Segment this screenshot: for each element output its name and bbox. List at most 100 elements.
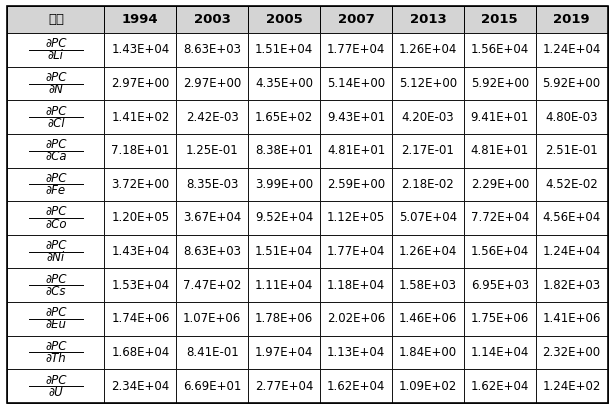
Bar <box>177 100 248 134</box>
Bar <box>392 6 464 33</box>
Text: 1.84E+00: 1.84E+00 <box>399 346 457 359</box>
Text: 2.34E+04: 2.34E+04 <box>111 380 170 393</box>
Bar <box>536 235 608 268</box>
Bar <box>248 67 320 100</box>
Bar <box>105 235 177 268</box>
Text: 9.52E+04: 9.52E+04 <box>255 211 313 225</box>
Text: 1.13E+04: 1.13E+04 <box>327 346 385 359</box>
Text: 1.12E+05: 1.12E+05 <box>327 211 385 225</box>
Bar <box>392 268 464 302</box>
Text: 2.59E+00: 2.59E+00 <box>327 178 385 191</box>
Bar <box>320 100 392 134</box>
Bar <box>464 33 536 67</box>
Text: 6.95E+03: 6.95E+03 <box>470 279 529 292</box>
Bar <box>320 336 392 369</box>
Bar <box>536 268 608 302</box>
Bar <box>7 268 105 302</box>
Bar <box>392 235 464 268</box>
Bar <box>320 268 392 302</box>
Bar <box>464 336 536 369</box>
Bar <box>7 235 105 268</box>
Text: 8.38E+01: 8.38E+01 <box>255 144 313 157</box>
Bar <box>248 302 320 336</box>
Bar <box>248 168 320 201</box>
Text: 2.17E-01: 2.17E-01 <box>402 144 454 157</box>
Bar <box>7 33 105 67</box>
Text: ∂PC: ∂PC <box>45 37 66 50</box>
Bar <box>248 100 320 134</box>
Bar <box>392 33 464 67</box>
Bar <box>392 168 464 201</box>
Bar <box>105 134 177 168</box>
Text: 1.58E+03: 1.58E+03 <box>399 279 457 292</box>
Text: ∂PC: ∂PC <box>45 71 66 84</box>
Text: 1.46E+06: 1.46E+06 <box>399 312 457 325</box>
Text: 2.97E+00: 2.97E+00 <box>183 77 241 90</box>
Text: 1.78E+06: 1.78E+06 <box>255 312 313 325</box>
Text: 1.24E+02: 1.24E+02 <box>542 380 601 393</box>
Bar <box>7 369 105 403</box>
Bar <box>320 33 392 67</box>
Text: 4.35E+00: 4.35E+00 <box>255 77 313 90</box>
Bar <box>536 134 608 168</box>
Bar <box>320 369 392 403</box>
Text: ∂Ni: ∂Ni <box>47 251 65 264</box>
Text: 2.42E-03: 2.42E-03 <box>186 111 239 124</box>
Bar <box>536 100 608 134</box>
Text: 3.67E+04: 3.67E+04 <box>183 211 241 225</box>
Text: 2019: 2019 <box>554 13 590 26</box>
Bar <box>392 302 464 336</box>
Bar <box>7 336 105 369</box>
Bar <box>392 67 464 100</box>
Text: 1.65E+02: 1.65E+02 <box>255 111 313 124</box>
Bar <box>464 6 536 33</box>
Text: 4.81E+01: 4.81E+01 <box>327 144 385 157</box>
Text: 1.24E+04: 1.24E+04 <box>542 245 601 258</box>
Bar <box>177 33 248 67</box>
Text: 2015: 2015 <box>482 13 518 26</box>
Text: 1.77E+04: 1.77E+04 <box>327 245 385 258</box>
Bar <box>105 201 177 235</box>
Bar <box>7 67 105 100</box>
Bar <box>536 336 608 369</box>
Text: 2.51E-01: 2.51E-01 <box>546 144 598 157</box>
Bar <box>177 201 248 235</box>
Text: 1.97E+04: 1.97E+04 <box>255 346 313 359</box>
Bar <box>464 268 536 302</box>
Text: 4.56E+04: 4.56E+04 <box>542 211 601 225</box>
Bar <box>464 134 536 168</box>
Text: ∂U: ∂U <box>49 386 63 399</box>
Text: 5.07E+04: 5.07E+04 <box>399 211 457 225</box>
Text: 1.56E+04: 1.56E+04 <box>470 43 529 56</box>
Text: 구분: 구분 <box>48 13 64 26</box>
Text: 1.43E+04: 1.43E+04 <box>111 245 170 258</box>
Bar <box>536 369 608 403</box>
Text: 1.51E+04: 1.51E+04 <box>255 43 313 56</box>
Text: 7.47E+02: 7.47E+02 <box>183 279 242 292</box>
Text: 2.18E-02: 2.18E-02 <box>402 178 454 191</box>
Text: 1.07E+06: 1.07E+06 <box>183 312 241 325</box>
Bar <box>7 201 105 235</box>
Text: ∂Fe: ∂Fe <box>46 184 66 197</box>
Text: 5.12E+00: 5.12E+00 <box>399 77 457 90</box>
Bar <box>320 302 392 336</box>
Text: ∂PC: ∂PC <box>45 239 66 252</box>
Text: ∂Cl: ∂Cl <box>47 117 65 130</box>
Bar <box>464 369 536 403</box>
Bar <box>105 168 177 201</box>
Bar <box>177 235 248 268</box>
Bar <box>320 134 392 168</box>
Bar <box>177 67 248 100</box>
Bar <box>7 168 105 201</box>
Text: 8.35E-03: 8.35E-03 <box>186 178 239 191</box>
Bar <box>464 302 536 336</box>
Text: 1.62E+04: 1.62E+04 <box>327 380 385 393</box>
Bar <box>392 201 464 235</box>
Text: ∂Cs: ∂Cs <box>46 285 66 298</box>
Bar <box>392 336 464 369</box>
Text: 2005: 2005 <box>266 13 303 26</box>
Bar <box>177 369 248 403</box>
Bar <box>248 235 320 268</box>
Bar <box>7 6 105 33</box>
Text: ∂PC: ∂PC <box>45 373 66 387</box>
